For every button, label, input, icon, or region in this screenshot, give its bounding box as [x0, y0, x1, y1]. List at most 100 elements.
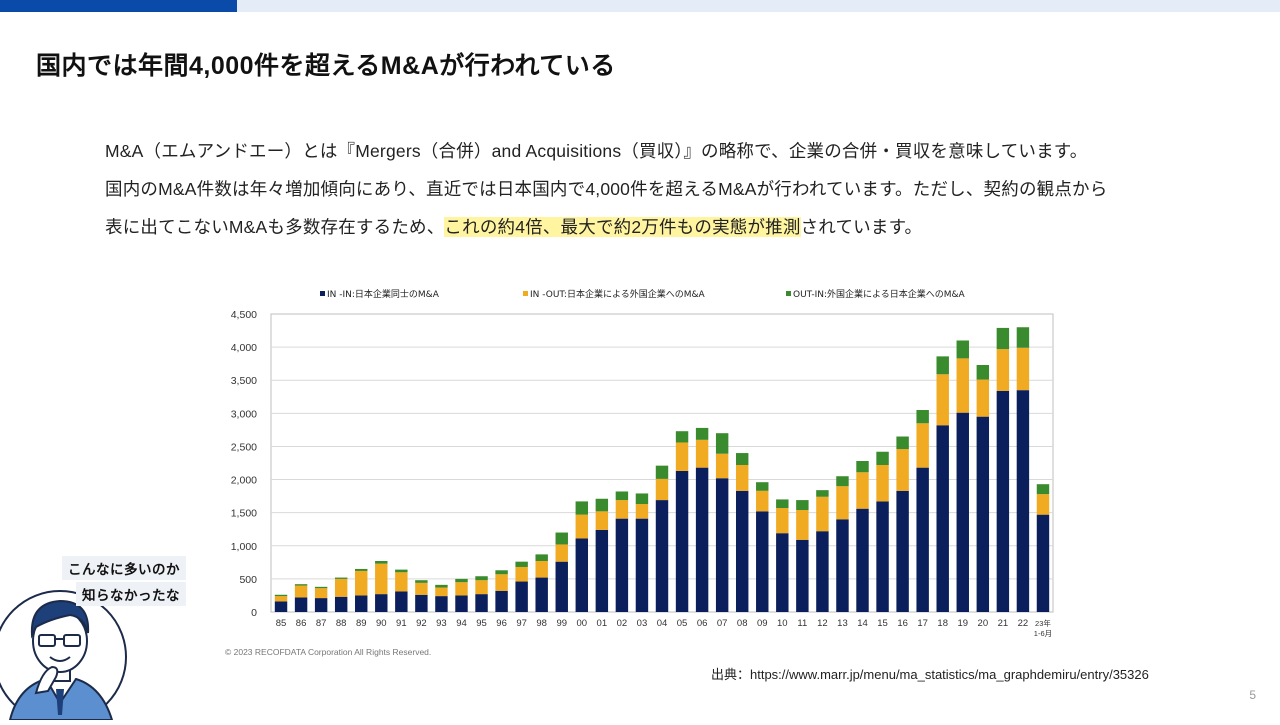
bar-segment-in-out	[294, 585, 308, 598]
bar-segment-out-in	[314, 586, 328, 589]
y-tick-label: 1,500	[231, 508, 257, 520]
bar-segment-in-out	[495, 574, 508, 591]
bar-segment-in-in	[816, 531, 829, 612]
x-tick-label: 23年	[1035, 618, 1051, 628]
bar-segment-in-out	[896, 449, 909, 491]
paragraph-line-1: M&A（エムアンドエー）とは『Mergers（合併）and Acquisitio…	[105, 141, 1088, 161]
bar-segment-out-in	[1036, 484, 1050, 495]
x-tick-label: 17	[917, 618, 928, 629]
bar-segment-in-in	[615, 518, 629, 612]
bar-segment-in-out	[936, 374, 949, 426]
bar-segment-in-in	[675, 470, 689, 612]
bar-segment-in-out	[615, 500, 629, 519]
bar-segment-in-out	[314, 588, 328, 599]
bar-segment-in-out	[355, 570, 368, 596]
chart-copyright: © 2023 RECOFDATA Corporation All Rights …	[225, 647, 431, 657]
source-citation: 出典：https://www.marr.jp/menu/ma_statistic…	[711, 667, 1149, 682]
bar-segment-in-in	[555, 561, 568, 612]
bar-segment-out-in	[776, 499, 789, 509]
bar-segment-out-in	[856, 461, 869, 473]
bar-segment-out-in	[415, 580, 428, 583]
bar-segment-in-out	[956, 358, 969, 413]
x-tick-label: 14	[857, 618, 868, 629]
y-tick-label: 3,000	[231, 408, 257, 420]
legend-swatch	[320, 291, 325, 296]
legend-swatch	[523, 291, 528, 296]
y-tick-label: 0	[251, 607, 257, 619]
y-tick-label: 1,000	[231, 541, 257, 553]
bar-segment-in-in	[455, 595, 468, 612]
bar-segment-out-in	[435, 584, 448, 588]
bar-segment-in-in	[475, 594, 488, 612]
bar-segment-out-in	[735, 453, 749, 465]
bar-segment-in-out	[595, 511, 609, 530]
bar-segment-out-in	[695, 427, 709, 440]
x-tick-label: 1-6月	[1034, 629, 1052, 638]
bar-segment-out-in	[896, 436, 909, 450]
bar-segment-out-in	[294, 584, 308, 586]
y-tick-label: 2,500	[231, 441, 257, 453]
paragraph-line-3: 表に出てこないM&Aも多数存在するため、これの約4倍、最大で約2万件もの実態が推…	[105, 208, 1195, 246]
bar-segment-in-out	[375, 563, 388, 595]
bar-segment-in-out	[334, 578, 348, 597]
bar-segment-in-out	[515, 566, 528, 582]
bar-segment-out-in	[675, 431, 689, 443]
bar-segment-in-in	[756, 511, 769, 612]
bar-segment-out-in	[535, 554, 548, 562]
page-number: 5	[1249, 688, 1256, 702]
bar-segment-in-in	[776, 533, 789, 612]
bar-segment-in-in	[334, 596, 348, 612]
x-tick-label: 01	[597, 618, 608, 629]
x-tick-label: 90	[376, 618, 387, 629]
x-tick-label: 20	[978, 618, 989, 629]
bar-segment-in-in	[936, 425, 949, 612]
bar-segment-out-in	[455, 578, 468, 583]
bar-segment-in-in	[836, 519, 849, 612]
x-tick-label: 91	[396, 618, 407, 629]
y-tick-label: 4,500	[231, 309, 257, 321]
x-tick-label: 19	[957, 618, 968, 629]
bar-segment-in-in	[435, 596, 448, 612]
bar-segment-in-in	[355, 595, 368, 612]
ma-count-chart: 0 500 1,000 1,500 2,000 2,500 3,000 3,500 4,000 4…	[216, 280, 1066, 660]
x-tick-label: 00	[577, 618, 588, 629]
bar-segment-in-out	[415, 582, 428, 595]
bar-segment-in-in	[595, 529, 609, 612]
bar-segment-out-in	[475, 576, 488, 581]
x-tick-label: 22	[1018, 618, 1029, 629]
bar-segment-in-out	[655, 478, 669, 501]
bar-segment-in-out	[575, 514, 589, 539]
bar-segment-in-out	[635, 504, 649, 519]
bar-segment-in-out	[856, 472, 869, 509]
bar-segment-in-out	[435, 587, 448, 597]
y-tick-label: 4,000	[231, 342, 257, 354]
bar-segment-in-out	[836, 486, 849, 520]
bar-segment-out-in	[816, 490, 829, 497]
bar-segment-out-in	[655, 465, 669, 479]
bar-segment-out-in	[635, 493, 649, 505]
bar-segment-in-out	[796, 510, 809, 540]
y-tick-label: 500	[239, 574, 257, 586]
bar-segment-in-out	[776, 508, 789, 534]
x-tick-label: 92	[416, 618, 427, 629]
top-accent-dark	[0, 0, 237, 12]
bar-segment-out-in	[715, 433, 729, 454]
intro-paragraph: M&A（エムアンドエー）とは『Mergers（合併）and Acquisitio…	[105, 132, 1195, 246]
bar-segment-in-in	[695, 467, 709, 612]
bar-segment-out-in	[876, 451, 889, 465]
bar-segment-out-in	[375, 561, 388, 564]
bar-segment-in-in	[715, 478, 729, 612]
bar-segment-out-in	[575, 501, 589, 515]
legend-swatch	[786, 291, 791, 296]
bar-segment-in-out	[876, 464, 889, 502]
bar-segment-in-in	[575, 538, 589, 612]
x-tick-label: 95	[476, 618, 487, 629]
bar-segment-in-out	[455, 582, 468, 596]
bar-segment-in-out	[395, 572, 408, 592]
speech-bubble-line-2: 知らなかったな	[76, 582, 186, 606]
highlighted-estimate: これの約4倍、最大で約2万件もの実態が推測	[444, 217, 801, 237]
bar-segment-in-in	[796, 539, 809, 612]
x-tick-label: 18	[937, 618, 948, 629]
bar-segment-out-in	[836, 476, 849, 487]
x-tick-label: 04	[657, 618, 668, 629]
